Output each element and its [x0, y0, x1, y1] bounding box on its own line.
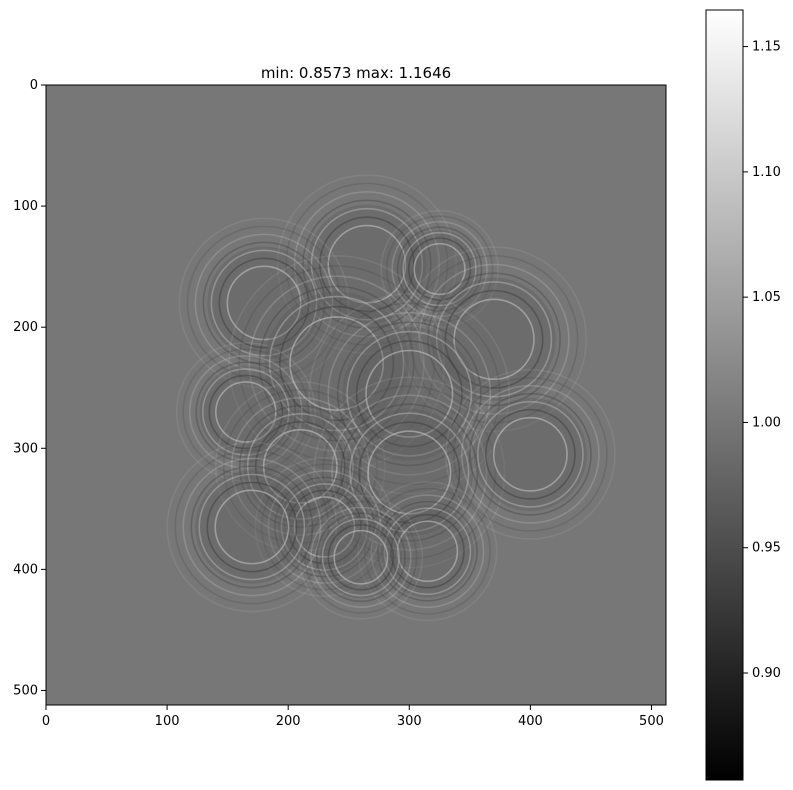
diffraction-ring [178, 217, 350, 389]
colorbar-tick-label: 1.05 [752, 290, 781, 305]
heatmap-image [46, 85, 666, 705]
diffraction-ring [444, 368, 616, 540]
diffraction-ring [276, 174, 457, 355]
chart-title: min: 0.8573 max: 1.1646 [261, 64, 451, 82]
x-tick-label: 200 [276, 714, 301, 729]
y-tick-label: 300 [13, 441, 38, 456]
diffraction-ring [357, 481, 498, 622]
x-tick-label: 500 [639, 714, 664, 729]
y-tick-label: 0 [30, 78, 38, 93]
y-tick-label: 400 [13, 562, 38, 577]
colorbar-tick-label: 0.95 [752, 541, 781, 556]
diffraction-ring [254, 456, 395, 597]
colorbar: 0.90 0.95 1.00 1.05 1.10 1.15 [705, 9, 781, 781]
diffraction-ring [313, 376, 506, 569]
colorbar-gradient [705, 9, 744, 781]
colorbar-tick-label: 1.00 [752, 415, 781, 430]
y-axis: 0 100 200 300 400 500 [13, 78, 46, 698]
x-tick-label: 100 [155, 714, 180, 729]
diffraction-ring [380, 209, 499, 329]
colorbar-tick-label: 1.15 [752, 40, 781, 55]
y-tick-label: 100 [13, 199, 38, 214]
plot-frame [45, 84, 667, 706]
x-tick-label: 0 [42, 714, 50, 729]
colorbar-tick-label: 1.10 [752, 165, 781, 180]
diffraction-ring [175, 341, 316, 482]
diffraction-ring [400, 246, 588, 433]
x-tick-label: 400 [518, 714, 543, 729]
diffraction-ring [308, 293, 511, 495]
x-axis: 0 100 200 300 400 500 [42, 705, 664, 729]
y-tick-label: 500 [13, 683, 38, 698]
diffraction-ring [166, 441, 338, 613]
diffraction-ring [228, 255, 446, 472]
x-tick-label: 300 [397, 714, 422, 729]
colorbar-tick-label: 0.90 [752, 666, 781, 681]
heatmap-background [46, 85, 666, 705]
y-tick-label: 200 [13, 320, 38, 335]
diffraction-ring [298, 494, 424, 620]
